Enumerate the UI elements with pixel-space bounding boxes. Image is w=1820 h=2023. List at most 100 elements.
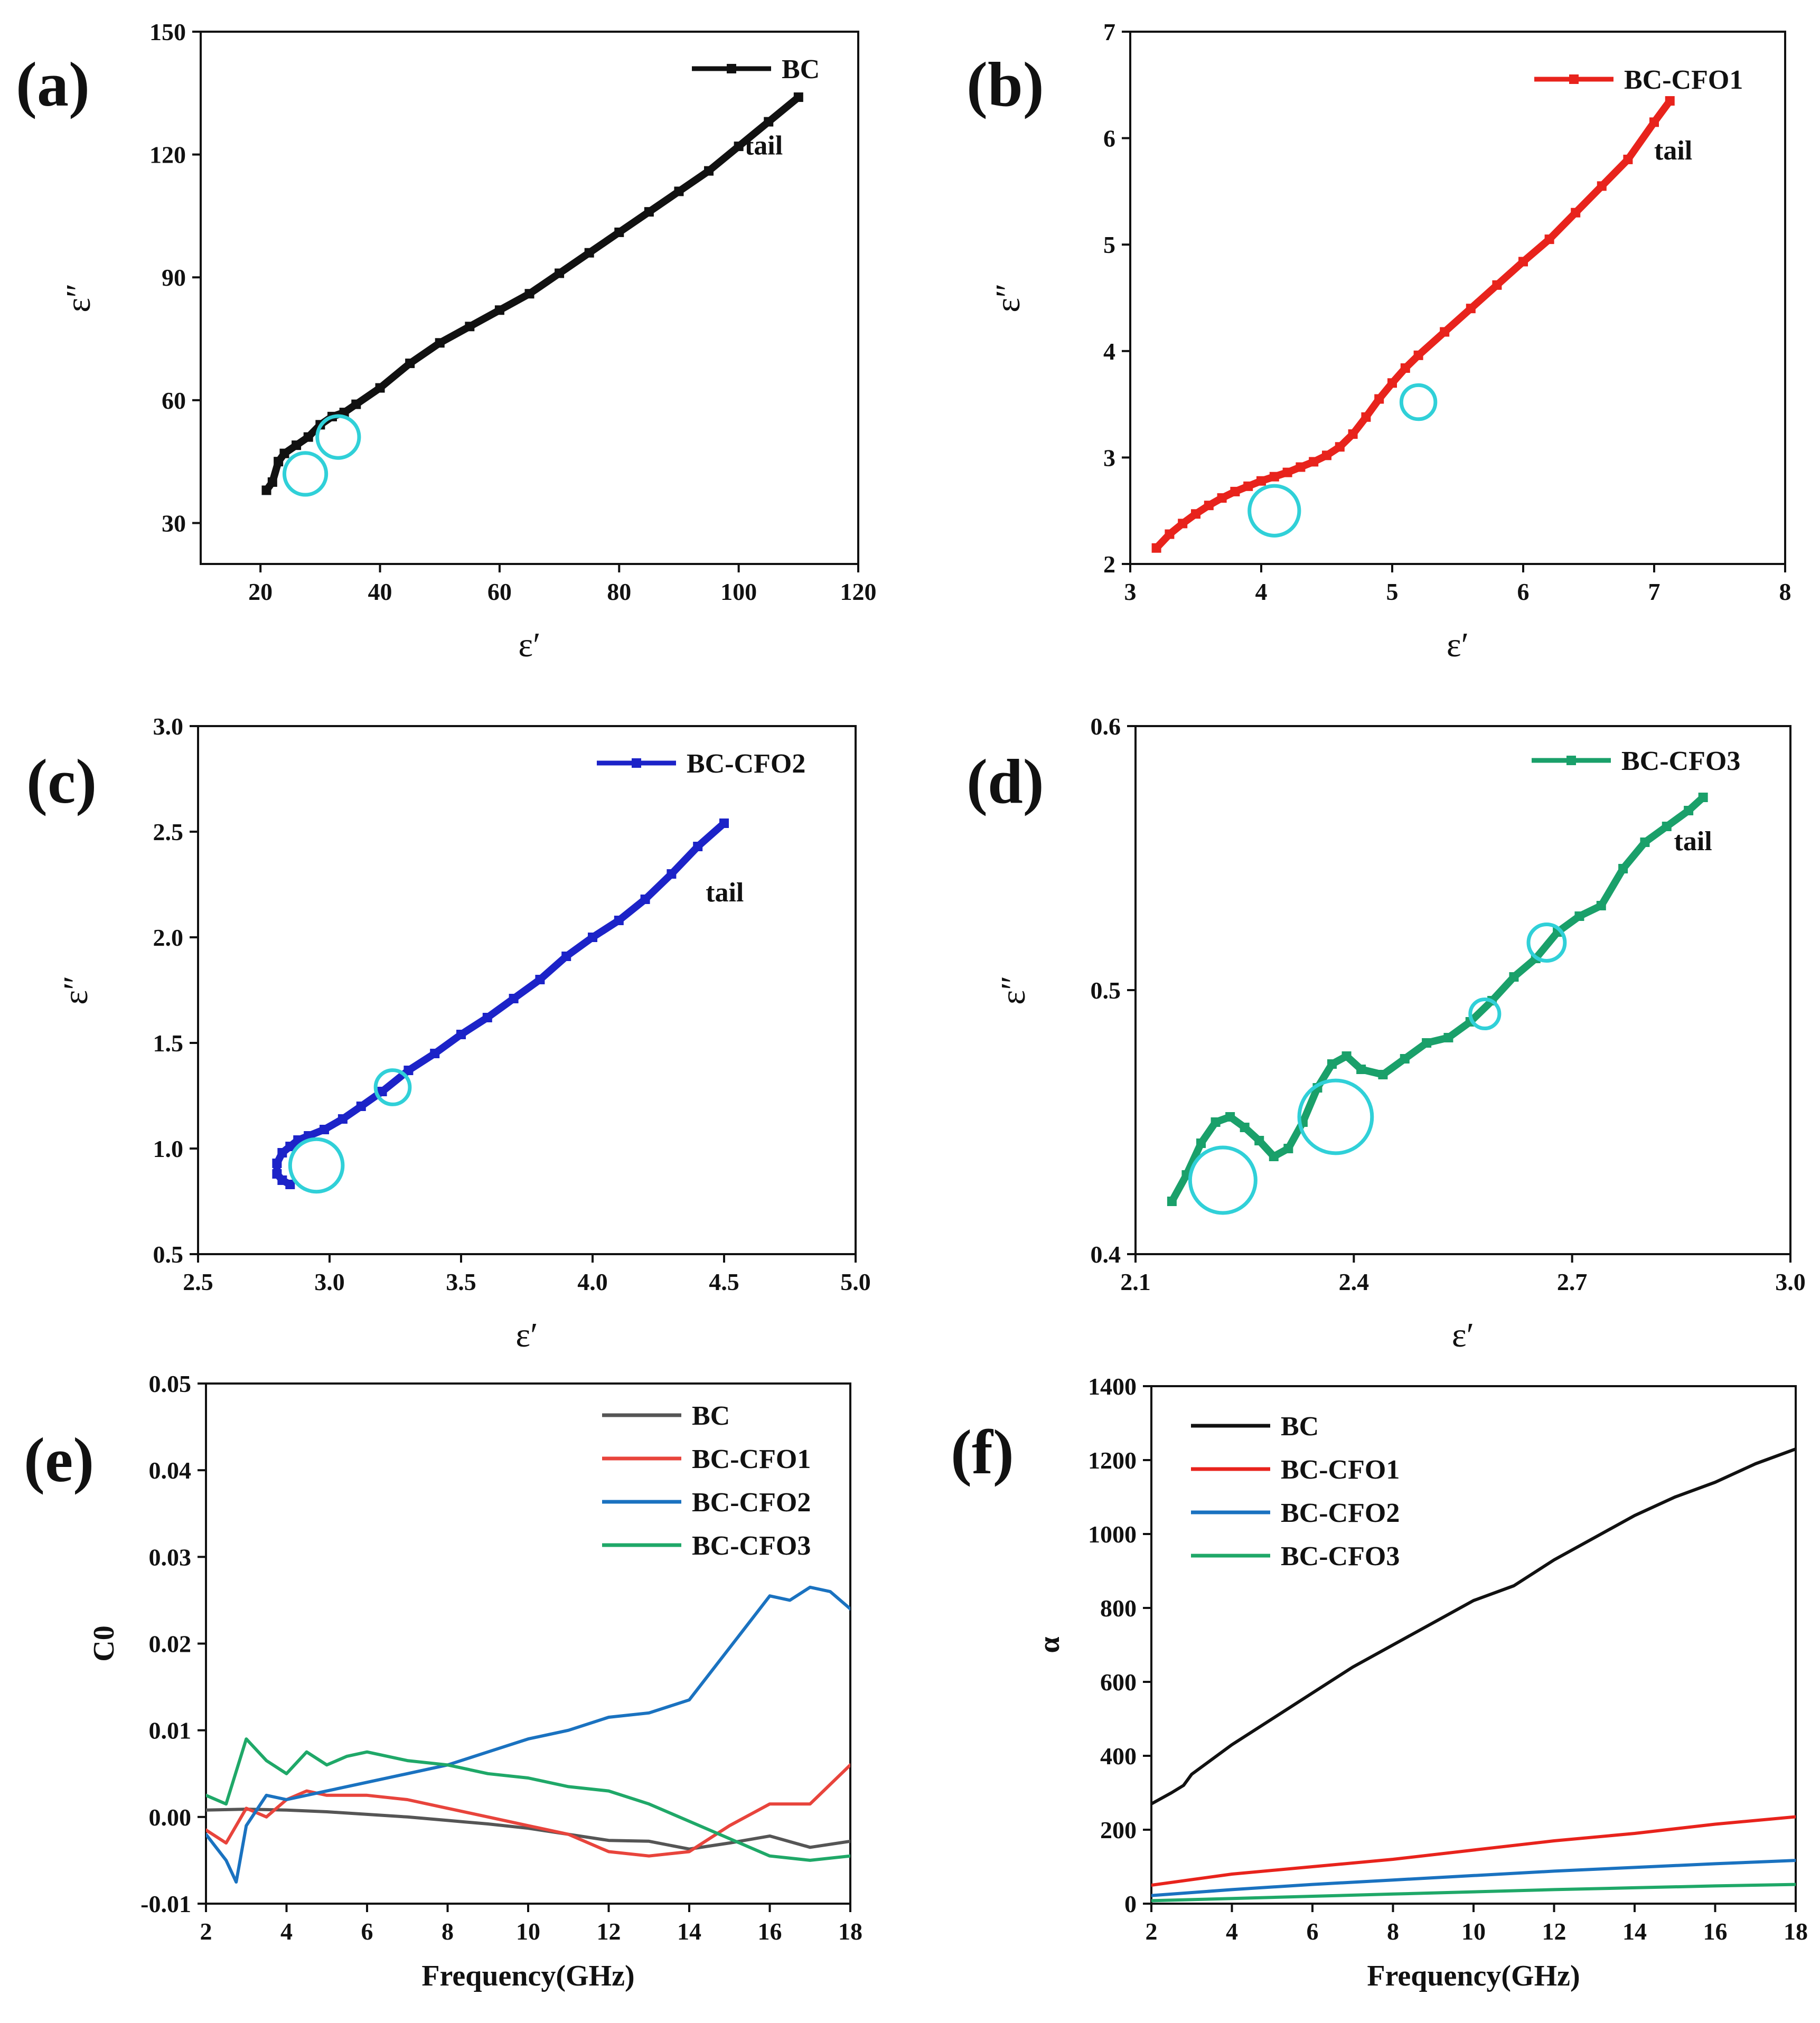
legend-marker: [727, 64, 736, 73]
series-bc-cfo3-line: [206, 1737, 850, 1862]
y-tick-label: 2.5: [153, 818, 184, 845]
data-point: [320, 1125, 330, 1134]
data-point: [435, 338, 445, 348]
x-tick-label: 18: [1784, 1918, 1808, 1945]
y-tick-label: 1200: [1088, 1447, 1137, 1474]
data-point: [693, 842, 703, 851]
data-point: [272, 1159, 282, 1168]
data-point: [1649, 117, 1659, 127]
data-point: [456, 1030, 466, 1039]
x-tick-label: 14: [1622, 1918, 1647, 1945]
data-point: [1698, 793, 1708, 802]
data-point: [1335, 442, 1345, 452]
x-tick-label: 40: [368, 578, 392, 605]
data-point: [535, 975, 545, 984]
y-tick-label: 1.5: [153, 1030, 184, 1057]
y-tick-label: 30: [162, 510, 186, 537]
legend-label: BC: [692, 1401, 730, 1431]
y-tick-label: 600: [1100, 1669, 1137, 1696]
data-point: [1400, 1054, 1410, 1064]
x-tick-label: 12: [1542, 1918, 1566, 1945]
data-point: [588, 933, 597, 942]
y-tick-label: 120: [149, 142, 186, 168]
data-point: [640, 895, 650, 904]
highlight-circle: [288, 1137, 345, 1194]
data-point: [285, 1142, 295, 1151]
x-tick-label: 10: [1461, 1918, 1486, 1945]
series-bc-cfo1-line: [1151, 1815, 1796, 1887]
y-tick-label: 0.6: [1091, 713, 1121, 740]
data-point: [1378, 1070, 1388, 1079]
highlight-circle: [1526, 923, 1567, 963]
data-point: [644, 207, 654, 217]
data-point: [351, 399, 361, 409]
panel-letter: (d): [967, 746, 1044, 816]
data-point: [1269, 472, 1279, 482]
data-point: [1684, 806, 1694, 815]
x-tick-label: 6: [361, 1918, 373, 1945]
x-tick-label: 3.0: [314, 1268, 345, 1295]
y-tick-label: 2.0: [153, 924, 184, 951]
data-point: [1322, 450, 1331, 460]
legend-label: BC: [782, 54, 820, 84]
legend-label: BC-CFO3: [1281, 1541, 1400, 1572]
data-point: [1327, 1059, 1337, 1069]
x-tick-label: 18: [838, 1918, 862, 1945]
x-tick-label: 16: [758, 1918, 782, 1945]
data-point: [1225, 1112, 1235, 1122]
chart-d: (d) 2.1 2.4 2.7 3.0 0.4 0.5 0.6 ε′ ε″ tail BC-CFO3: [967, 713, 1806, 1354]
data-point: [764, 117, 774, 127]
data-point: [274, 457, 284, 467]
panel-letter: (b): [967, 49, 1044, 119]
x-tick-label: 2.4: [1339, 1268, 1369, 1295]
y-tick-label: 4: [1103, 338, 1115, 365]
highlight-circle: [1399, 383, 1438, 421]
data-point: [1544, 234, 1554, 244]
data-point: [1574, 911, 1584, 921]
data-point: [674, 186, 684, 196]
x-tick-label: 4.0: [577, 1268, 608, 1295]
data-point: [1211, 1117, 1221, 1127]
x-axis-label: ε′: [518, 626, 540, 664]
plot-frame: [1129, 31, 1786, 565]
data-point: [1269, 1152, 1279, 1161]
x-tick-label: 120: [840, 578, 877, 605]
y-tick-label: 5: [1103, 231, 1115, 258]
x-tick-label: 3: [1124, 578, 1137, 605]
legend-marker: [1569, 74, 1579, 84]
x-tick-label: 80: [607, 578, 631, 605]
data-point: [1217, 493, 1227, 503]
legend-label: BC-CFO1: [1281, 1455, 1400, 1485]
y-tick-label: 0.05: [149, 1370, 192, 1397]
data-point: [584, 248, 594, 258]
x-tick-label: 2.1: [1120, 1268, 1151, 1295]
data-point: [1356, 1065, 1366, 1074]
x-axis-label: ε′: [1452, 1316, 1474, 1354]
legend-label: BC-CFO2: [1281, 1498, 1400, 1528]
y-tick-label: 0.4: [1091, 1241, 1121, 1268]
x-tick-label: 6: [1517, 578, 1530, 605]
data-point: [1596, 901, 1606, 910]
data-point: [1204, 501, 1214, 511]
data-point: [1243, 481, 1253, 491]
y-tick-label: 1000: [1088, 1521, 1137, 1548]
data-point: [509, 994, 519, 1003]
highlight-circle: [1468, 997, 1502, 1031]
data-point: [261, 485, 271, 495]
y-axis-label: ε″: [994, 975, 1033, 1004]
data-point: [1256, 476, 1266, 486]
y-axis-label: ε″: [57, 975, 95, 1004]
data-point: [1443, 1033, 1453, 1042]
data-point: [1191, 509, 1200, 519]
chart-a: (a) 20 40 60 80 100 120 30 60 90 120 150 ε′ ε″ tail BC: [16, 18, 877, 664]
series-bc-cfo1-line: [206, 1763, 850, 1858]
data-point: [1196, 1138, 1206, 1148]
x-tick-label: 2.7: [1557, 1268, 1588, 1295]
y-tick-label: 0.5: [1091, 977, 1121, 1004]
legend-label: BC-CFO3: [692, 1531, 811, 1561]
y-tick-label: 150: [149, 18, 186, 45]
x-axis-label: ε′: [515, 1316, 538, 1354]
data-point: [734, 142, 744, 152]
